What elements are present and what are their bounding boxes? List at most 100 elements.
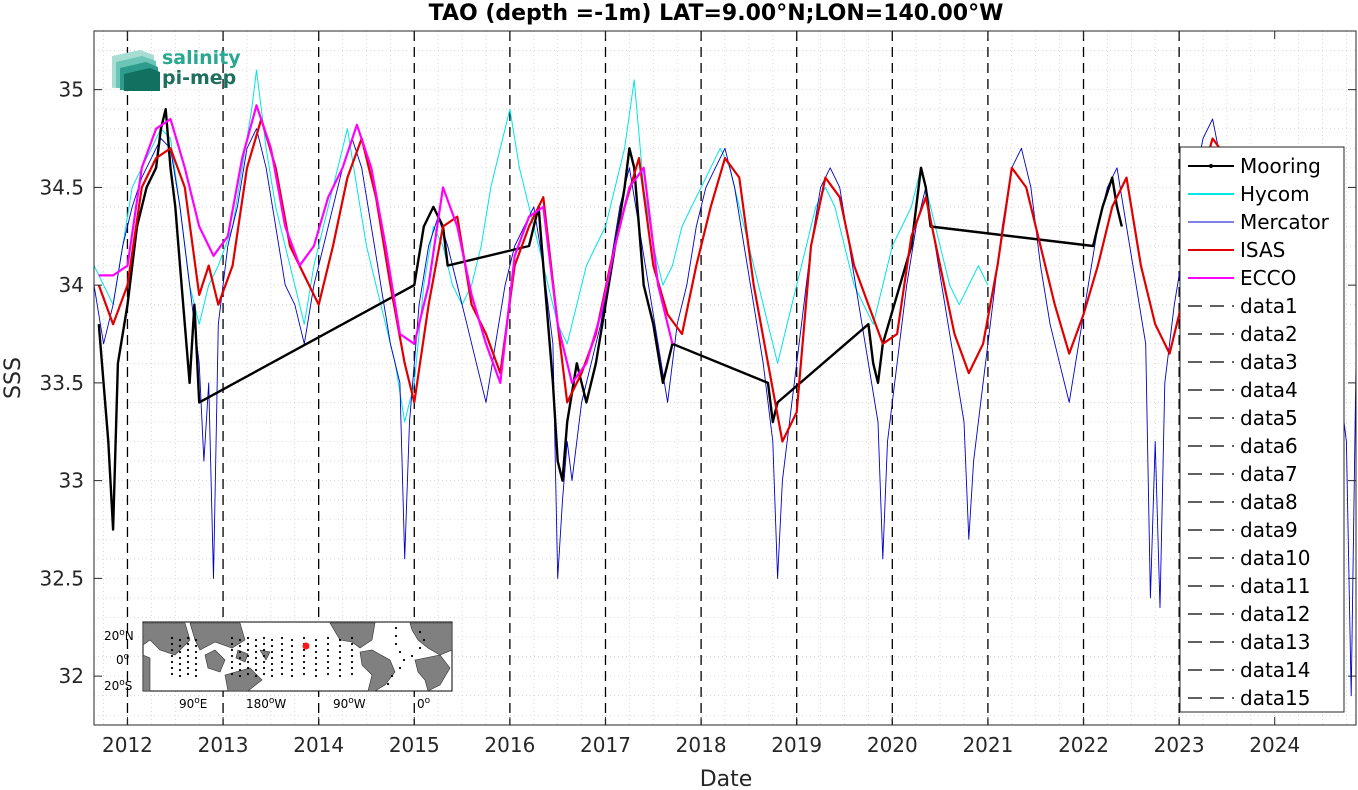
mooring-dot — [254, 638, 258, 642]
legend-item-data9: data9 — [1188, 518, 1298, 542]
mooring-dot — [178, 638, 182, 642]
mooring-dot — [290, 674, 294, 678]
mooring-dot — [326, 654, 330, 658]
mooring-dot — [254, 662, 258, 666]
legend-label: Mooring — [1240, 154, 1321, 178]
legend-item-ecco: ECCO — [1188, 266, 1296, 290]
mooring-dot — [338, 650, 342, 654]
mooring-dot — [186, 648, 190, 652]
mooring-dot — [290, 644, 294, 648]
mooring-dot — [262, 648, 266, 652]
mooring-dot — [230, 666, 234, 670]
mooring-dot — [170, 666, 174, 670]
legend-label: data2 — [1240, 322, 1298, 346]
mooring-dot — [238, 656, 242, 660]
mooring-dot — [230, 660, 234, 664]
mooring-dot — [350, 654, 354, 658]
mooring-dot — [254, 674, 258, 678]
mooring-dot — [422, 638, 426, 642]
map-lat-label-0: 0o — [116, 652, 130, 667]
legend-item-data14: data14 — [1188, 658, 1311, 682]
series-line-mooring — [97, 108, 1123, 531]
x-tick-label: 2024 — [1249, 733, 1300, 757]
legend-label: data8 — [1240, 490, 1298, 514]
mooring-dot — [314, 644, 318, 648]
mooring-dot — [270, 650, 274, 654]
mooring-dot — [178, 668, 182, 672]
mooring-dot — [350, 636, 354, 640]
mooring-dot — [254, 656, 258, 660]
x-tick-label: 2022 — [1058, 733, 1109, 757]
legend-label: data6 — [1240, 434, 1298, 458]
mooring-dot — [270, 656, 274, 660]
mooring-dot — [238, 638, 242, 642]
mooring-dot — [326, 672, 330, 676]
mooring-dot — [290, 638, 294, 642]
mooring-dot — [246, 642, 250, 646]
axis-ticks: 2012 2013 2014 2015 2016 2017 2018 2019 2020 2021… — [39, 31, 1356, 757]
mooring-dot — [262, 636, 266, 640]
legend-item-data8: data8 — [1188, 490, 1298, 514]
mooring-dot — [194, 656, 198, 660]
mooring-dot — [398, 650, 402, 654]
mooring-dot — [290, 662, 294, 666]
mooring-dot — [230, 636, 234, 640]
mooring-dot — [238, 674, 242, 678]
mooring-dot — [280, 642, 284, 646]
legend-label: data7 — [1240, 462, 1298, 486]
legend-item-data4: data4 — [1188, 378, 1298, 402]
legend-item-data15: data15 — [1188, 686, 1311, 710]
mooring-dot — [194, 638, 198, 642]
x-axis-title: Date — [700, 767, 753, 790]
legend-item-mercator: Mercator — [1188, 210, 1330, 234]
legend-item-data2: data2 — [1188, 322, 1298, 346]
mooring-dot — [290, 668, 294, 672]
legend-box — [1179, 146, 1345, 713]
mooring-dot — [314, 662, 318, 666]
mooring-dot — [246, 666, 250, 670]
mooring-dot — [194, 662, 198, 666]
legend-label: data10 — [1240, 546, 1311, 570]
x-tick-label: 2021 — [962, 733, 1013, 757]
mooring-dot — [326, 636, 330, 640]
legend-label: data14 — [1240, 658, 1311, 682]
mooring-dot — [338, 644, 342, 648]
mooring-dot — [386, 682, 390, 686]
mooring-dot — [326, 648, 330, 652]
mooring-dot — [280, 660, 284, 664]
selected-mooring-marker — [302, 642, 310, 650]
legend-label: Hycom — [1240, 182, 1310, 206]
logo-text-pimep: pi-mep — [162, 67, 236, 89]
mooring-dot — [418, 630, 422, 634]
map-lon-label-90e: 90oE — [179, 696, 207, 711]
mooring-dot — [178, 662, 182, 666]
mooring-dot — [186, 642, 190, 646]
x-tick-label: 2016 — [484, 733, 535, 757]
mooring-dot — [314, 656, 318, 660]
mooring-dot — [338, 674, 342, 678]
mooring-dot — [170, 642, 174, 646]
mooring-dot — [262, 654, 266, 658]
chart-title: TAO (depth =-1m) LAT=9.00°N;LON=140.00°W — [429, 1, 1004, 26]
mooring-dot — [194, 668, 198, 672]
y-tick-label: 34 — [59, 273, 84, 297]
mooring-dot — [314, 674, 318, 678]
map-lat-label-20s: 20oS — [104, 678, 132, 693]
mooring-dot — [170, 672, 174, 676]
legend-label: data11 — [1240, 574, 1311, 598]
mooring-dot — [280, 648, 284, 652]
map-lon-label-90w: 90oW — [333, 696, 366, 711]
series-lines — [93, 69, 1357, 697]
y-tick-label: 33.5 — [39, 371, 84, 395]
legend-label: data15 — [1240, 686, 1311, 710]
x-tick-label: 2018 — [676, 733, 727, 757]
series-line-mercator — [93, 118, 1357, 697]
x-tick-label: 2023 — [1154, 733, 1205, 757]
mooring-dot — [314, 650, 318, 654]
mooring-dot — [186, 672, 190, 676]
mooring-dot — [186, 666, 190, 670]
inset-map-frame — [142, 621, 453, 692]
legend-label: data4 — [1240, 378, 1298, 402]
mooring-dot — [280, 672, 284, 676]
mooring-dot — [238, 668, 242, 672]
